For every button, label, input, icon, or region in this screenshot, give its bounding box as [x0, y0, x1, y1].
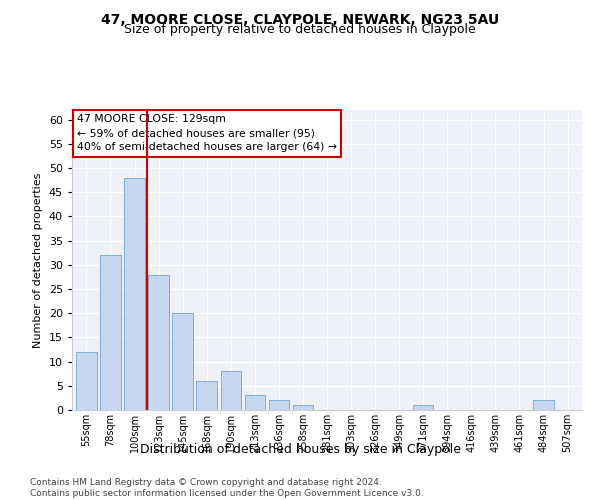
Text: 47, MOORE CLOSE, CLAYPOLE, NEWARK, NG23 5AU: 47, MOORE CLOSE, CLAYPOLE, NEWARK, NG23 … — [101, 12, 499, 26]
Bar — [269, 400, 289, 410]
Text: Contains HM Land Registry data © Crown copyright and database right 2024.
Contai: Contains HM Land Registry data © Crown c… — [30, 478, 424, 498]
Bar — [196, 381, 217, 410]
Y-axis label: Number of detached properties: Number of detached properties — [33, 172, 43, 348]
Text: Distribution of detached houses by size in Claypole: Distribution of detached houses by size … — [139, 442, 461, 456]
Bar — [245, 396, 265, 410]
Bar — [124, 178, 145, 410]
Text: 47 MOORE CLOSE: 129sqm
← 59% of detached houses are smaller (95)
40% of semi-det: 47 MOORE CLOSE: 129sqm ← 59% of detached… — [77, 114, 337, 152]
Bar — [76, 352, 97, 410]
Text: Size of property relative to detached houses in Claypole: Size of property relative to detached ho… — [124, 24, 476, 36]
Bar — [293, 405, 313, 410]
Bar — [148, 274, 169, 410]
Bar — [221, 372, 241, 410]
Bar — [100, 255, 121, 410]
Bar — [413, 405, 433, 410]
Bar — [172, 313, 193, 410]
Bar — [533, 400, 554, 410]
